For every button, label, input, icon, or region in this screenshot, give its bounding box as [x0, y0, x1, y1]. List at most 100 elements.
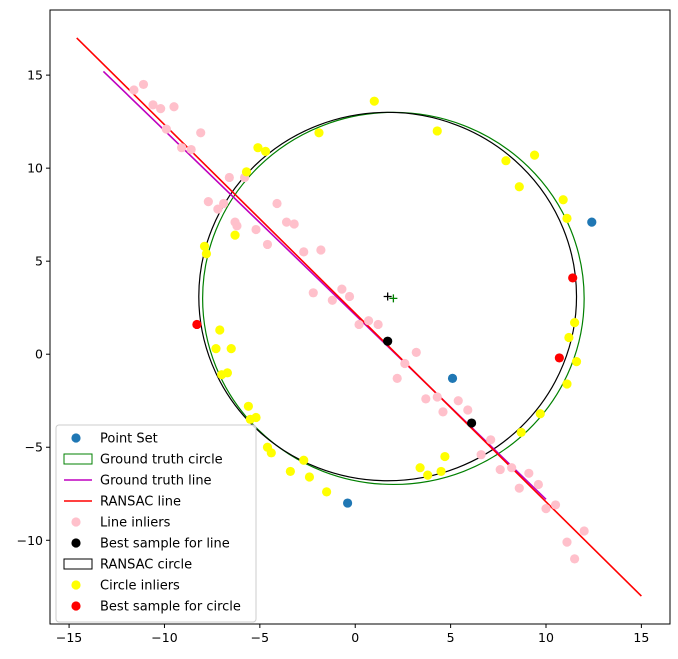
circle-inlier-marker: [253, 143, 263, 153]
legend-label: Best sample for line: [100, 537, 230, 552]
line-inlier-marker: [213, 204, 223, 214]
legend-label: Ground truth line: [100, 474, 212, 489]
legend-marker: [71, 538, 81, 548]
circle-inlier-marker: [423, 470, 433, 480]
legend-label: Ground truth circle: [100, 453, 223, 468]
line-inlier-marker: [562, 537, 572, 547]
legend-label: Best sample for circle: [100, 600, 241, 615]
circle-inlier-marker: [501, 156, 511, 166]
plot-content: [76, 37, 642, 597]
line-inlier-marker: [463, 405, 473, 415]
line-inlier-marker: [219, 198, 229, 209]
legend: Point Set Ground truth circle Ground truth…: [55, 424, 257, 623]
plot-frame: [49, 9, 671, 625]
circle-center-marker: [389, 294, 398, 303]
x-tick-label: −15: [56, 630, 82, 645]
circle-inlier-marker: [571, 357, 582, 367]
circle-inlier-marker: [299, 455, 309, 465]
best-circle-sample-marker: [192, 319, 202, 330]
line-inlier-marker: [203, 197, 213, 207]
circle-center-marker: [383, 292, 392, 301]
line-inlier-marker: [550, 500, 561, 510]
circle-inlier-marker: [516, 427, 526, 437]
axes-ticks: −15 −10 −5 0 5 10 15 −10 −5 0 5 10 15: [17, 68, 650, 645]
circle-inlier-marker: [369, 96, 379, 106]
legend-label: Circle inliers: [100, 579, 180, 594]
line-inlier-marker: [524, 468, 534, 478]
line-inlier-marker: [579, 526, 589, 536]
legend-marker: [71, 433, 81, 443]
line-inlier-marker: [156, 104, 166, 114]
line-inlier-marker: [308, 288, 318, 298]
circle-inlier-marker: [230, 230, 240, 240]
legend-patch: [63, 558, 93, 570]
circle-inlier-marker: [314, 128, 324, 138]
best-line-sample-marker: [383, 336, 393, 346]
x-tick-label: 15: [633, 630, 649, 645]
circle-inlier-marker: [243, 401, 253, 411]
line-inlier-marker: [169, 102, 179, 112]
circle-inlier-marker: [251, 412, 261, 423]
circle-inlier-marker: [304, 472, 315, 482]
line-inlier-marker: [138, 79, 149, 90]
line-inlier-marker: [514, 483, 524, 493]
legend-marker: [71, 517, 81, 527]
circle-inlier-marker: [432, 126, 442, 136]
circle-inlier-marker: [322, 487, 332, 497]
line-inlier-marker: [373, 319, 383, 330]
point-set-marker: [447, 373, 458, 383]
line-inlier-marker: [533, 479, 543, 490]
circle-inlier-marker: [535, 409, 545, 419]
x-tick-label: −10: [151, 630, 177, 645]
line-inlier-marker: [507, 463, 517, 473]
y-tick-label: 5: [35, 254, 43, 269]
line-inlier-marker: [421, 394, 431, 404]
legend-label: RANSAC line: [100, 495, 181, 510]
circle-inlier-marker: [211, 344, 221, 354]
line-inlier-marker: [316, 245, 326, 255]
legend-label: RANSAC circle: [100, 558, 192, 573]
y-tick-label: 10: [27, 161, 43, 176]
line-inlier-marker: [327, 295, 337, 305]
circle-inlier-marker: [436, 466, 446, 477]
line-inlier-marker: [486, 435, 496, 445]
line-inlier-marker: [177, 143, 187, 153]
y-tick-label: −10: [17, 533, 43, 548]
circle-inlier-marker: [415, 463, 425, 473]
line-inlier-marker: [411, 347, 421, 357]
circle-inlier-marker: [440, 451, 450, 462]
legend-label: Line inliers: [100, 516, 171, 531]
x-tick-label: −5: [251, 630, 269, 645]
line-inlier-marker: [129, 85, 139, 95]
legend-patch: [63, 453, 93, 465]
x-tick-label: 5: [447, 630, 455, 645]
line-inlier-marker: [344, 291, 355, 302]
point-set-marker: [587, 217, 597, 227]
circle-inlier-marker: [562, 379, 572, 389]
line-inlier-marker: [299, 247, 309, 257]
circle-inlier-marker: [266, 448, 276, 458]
line-inlier-marker: [251, 224, 261, 235]
point-set-marker: [343, 498, 353, 508]
legend-marker: [71, 580, 81, 590]
line-inlier-marker: [224, 172, 234, 183]
line-inlier-marker: [272, 198, 282, 209]
line-inlier-marker: [232, 221, 242, 231]
circle-inlier-marker: [514, 182, 524, 192]
legend-label: Point Set: [100, 432, 158, 447]
best-circle-sample-marker: [568, 273, 578, 283]
x-tick-label: 10: [538, 630, 554, 645]
circle-inlier-marker: [199, 241, 210, 251]
y-tick-label: 15: [27, 68, 43, 83]
best-line-sample-marker: [467, 418, 477, 428]
y-tick-label: 0: [35, 347, 43, 362]
line-inlier-marker: [476, 450, 486, 460]
line-inlier-marker: [281, 217, 292, 227]
circle-inlier-marker: [215, 325, 225, 335]
circle-inlier-marker: [222, 368, 233, 378]
ransac-line: [76, 37, 642, 597]
line-inlier-marker: [196, 128, 206, 138]
line-inlier-marker: [570, 554, 580, 564]
line-inlier-marker: [453, 396, 463, 406]
circle-inlier-marker: [570, 317, 580, 328]
